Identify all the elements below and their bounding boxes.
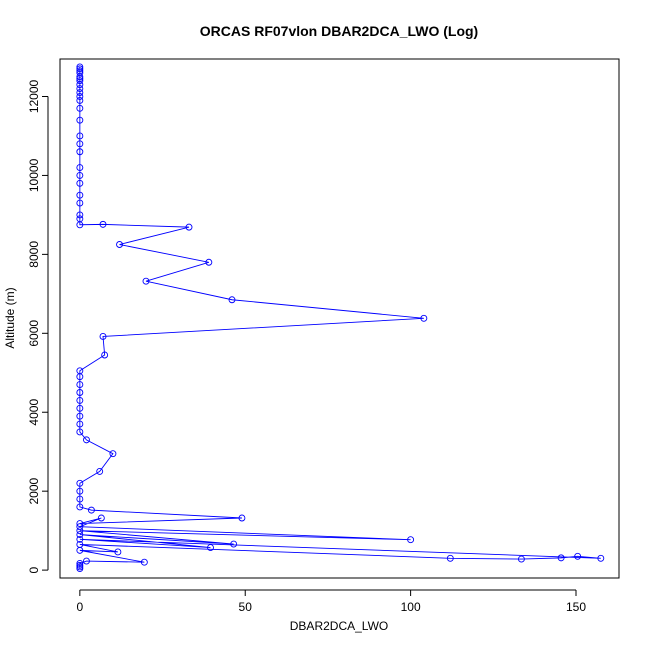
y-axis-label: Altitude (m) — [3, 287, 17, 348]
y-tick-label: 10000 — [27, 158, 41, 192]
plot-frame — [59, 58, 620, 579]
data-point — [76, 389, 84, 396]
data-point — [407, 536, 415, 544]
data-point — [76, 396, 84, 404]
data-point — [76, 179, 84, 187]
data-point — [76, 503, 84, 511]
data-point — [207, 544, 214, 552]
data-point — [557, 554, 565, 562]
data-point — [87, 506, 95, 514]
data-point — [101, 351, 109, 359]
data-point — [76, 93, 84, 100]
data-point — [109, 450, 117, 458]
data-point — [76, 221, 84, 229]
data-point — [99, 220, 107, 228]
data-point — [76, 81, 84, 89]
data-point — [76, 381, 84, 389]
data-point — [76, 559, 84, 567]
data-point — [76, 191, 84, 199]
data-point — [76, 404, 84, 412]
data-point — [76, 412, 84, 420]
data-point — [76, 104, 84, 112]
x-tick-label: 50 — [239, 600, 253, 614]
data-point — [76, 487, 84, 495]
data-point — [446, 554, 454, 562]
data-point — [76, 565, 84, 572]
data-point — [83, 557, 90, 565]
y-tick-label: 6000 — [27, 320, 41, 347]
y-tick-label: 0 — [27, 566, 41, 573]
data-point — [76, 65, 84, 73]
data-point — [76, 420, 84, 428]
data-point — [99, 333, 107, 340]
data-point — [76, 535, 84, 543]
data-point — [76, 495, 84, 503]
chart-title: ORCAS RF07vlon DBAR2DCA_LWO (Log) — [200, 23, 478, 39]
data-point — [76, 73, 84, 81]
data-point — [76, 89, 84, 96]
data-point — [597, 554, 605, 562]
x-axis: 0 50 100 150 — [77, 589, 586, 614]
x-axis-label: DBAR2DCA_LWO — [290, 619, 388, 633]
data-point — [83, 436, 90, 444]
data-point — [97, 514, 105, 522]
data-point — [76, 148, 84, 156]
data-point — [574, 552, 582, 560]
x-tick-label: 0 — [77, 600, 84, 614]
x-tick-label: 100 — [401, 600, 421, 614]
x-tick-label: 150 — [566, 600, 586, 614]
data-point — [185, 223, 193, 231]
data-point — [76, 373, 84, 381]
data-point — [76, 520, 84, 527]
data-point — [228, 296, 236, 304]
data-point — [76, 546, 84, 554]
data-point — [76, 171, 84, 179]
y-tick-label: 12000 — [27, 79, 41, 113]
y-tick-label: 8000 — [27, 241, 41, 268]
data-point — [230, 540, 238, 548]
y-tick-label: 4000 — [27, 399, 41, 426]
data-point — [420, 314, 428, 322]
data-point — [76, 428, 84, 436]
data-point — [76, 140, 84, 148]
data-point — [140, 558, 148, 566]
data-point — [76, 116, 84, 124]
data-point — [142, 277, 150, 285]
data-point — [76, 211, 84, 219]
data-point — [76, 164, 84, 171]
data-point — [114, 548, 122, 556]
y-axis: 0 2000 4000 6000 8000 10000 12000 — [27, 79, 49, 573]
data-point — [76, 527, 84, 535]
data-point — [96, 467, 104, 475]
data-point — [76, 77, 84, 85]
series-layer — [76, 63, 605, 572]
y-tick-label: 2000 — [27, 478, 41, 505]
data-point — [205, 258, 213, 266]
data-point — [76, 199, 84, 207]
data-point — [76, 96, 84, 104]
data-point — [76, 523, 84, 531]
data-point — [76, 85, 84, 93]
data-point — [76, 479, 84, 487]
data-point — [76, 132, 84, 140]
data-point — [116, 241, 123, 248]
series-line — [79, 66, 601, 569]
data-point — [517, 555, 525, 563]
data-point — [76, 531, 84, 539]
data-point — [238, 514, 246, 522]
